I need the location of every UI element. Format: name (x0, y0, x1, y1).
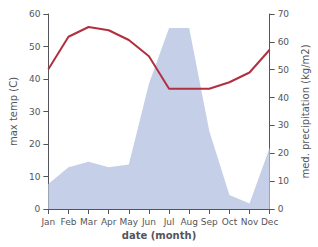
svg-text:0: 0 (35, 204, 41, 214)
svg-text:med. precipitation (kg/m2): med. precipitation (kg/m2) (300, 44, 311, 178)
svg-text:40: 40 (29, 74, 41, 84)
svg-text:Jun: Jun (141, 217, 156, 227)
svg-text:Aug: Aug (180, 217, 198, 227)
svg-text:20: 20 (29, 139, 41, 149)
svg-text:May: May (120, 217, 139, 227)
svg-text:70: 70 (278, 9, 290, 19)
svg-text:Apr: Apr (101, 217, 117, 227)
svg-text:Oct: Oct (222, 217, 238, 227)
svg-text:Mar: Mar (80, 217, 97, 227)
svg-text:0: 0 (278, 204, 284, 214)
svg-text:60: 60 (278, 37, 290, 47)
svg-text:10: 10 (278, 176, 290, 186)
svg-text:Sep: Sep (201, 217, 218, 227)
svg-text:50: 50 (29, 42, 41, 52)
svg-text:Feb: Feb (61, 217, 77, 227)
svg-text:date (month): date (month) (122, 230, 196, 241)
svg-text:10: 10 (29, 172, 41, 182)
svg-text:max temp (C): max temp (C) (8, 77, 19, 146)
svg-text:30: 30 (278, 120, 290, 130)
svg-text:Nov: Nov (241, 217, 259, 227)
svg-text:40: 40 (278, 93, 290, 103)
svg-text:60: 60 (29, 9, 41, 19)
svg-text:30: 30 (29, 107, 41, 117)
svg-text:Jan: Jan (40, 217, 55, 227)
svg-text:Dec: Dec (261, 217, 278, 227)
svg-text:50: 50 (278, 65, 290, 75)
svg-text:Jul: Jul (163, 217, 175, 227)
svg-text:20: 20 (278, 148, 290, 158)
